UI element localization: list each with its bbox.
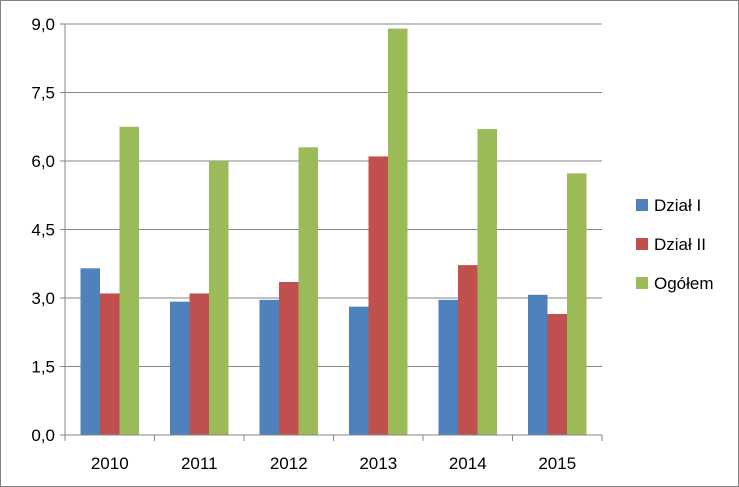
legend-swatch: [636, 238, 648, 250]
x-tick-label: 2015: [538, 454, 576, 473]
legend: Dział I Dział II Ogółem: [636, 196, 714, 293]
x-tick-label: 2010: [91, 454, 129, 473]
y-tick-label: 7,5: [31, 84, 55, 103]
bar-dział-i-2014: [438, 299, 458, 435]
bar-ogółem-2013: [388, 28, 408, 436]
x-tick-label: 2012: [270, 454, 308, 473]
x-tick-label: 2013: [359, 454, 397, 473]
bar-dział-i-2010: [80, 268, 100, 435]
y-tick-label: 6,0: [31, 152, 55, 171]
legend-label: Ogółem: [654, 274, 714, 293]
bar-dział-i-2011: [170, 301, 190, 435]
bar-dział-i-2013: [349, 306, 369, 435]
bar-ogółem-2012: [298, 147, 318, 436]
y-tick-label: 0,0: [31, 426, 55, 445]
bar-dział-ii-2015: [547, 313, 567, 435]
x-tick-label: 2011: [181, 454, 218, 473]
bar-dział-ii-2013: [368, 156, 388, 435]
x-tick-label: 2014: [449, 454, 487, 473]
bar-dział-ii-2012: [279, 282, 299, 435]
axes: 0,0 1,5 3,0 4,5 6,0 7,5 9,0 2010 2011 2012 2013 201…: [31, 15, 603, 473]
legend-swatch: [636, 277, 648, 289]
bar-dział-i-2012: [259, 299, 279, 435]
y-tick-label: 1,5: [31, 358, 55, 377]
y-tick-label: 4,5: [31, 221, 55, 240]
y-tick-label: 3,0: [31, 289, 55, 308]
y-tick-label: 9,0: [31, 15, 55, 34]
legend-swatch: [636, 199, 648, 211]
bar-dział-ii-2010: [100, 293, 120, 435]
legend-label: Dział I: [654, 196, 701, 215]
bar-dział-ii-2014: [458, 265, 478, 435]
bar-ogółem-2011: [209, 161, 229, 435]
bar-ogółem-2014: [477, 129, 497, 436]
bar-dział-i-2015: [528, 294, 548, 435]
legend-label: Dział II: [654, 235, 706, 254]
bars: [80, 28, 587, 436]
gridlines: [65, 23, 602, 367]
bar-dział-ii-2011: [189, 293, 209, 435]
bar-ogółem-2015: [567, 173, 587, 435]
bar-ogółem-2010: [119, 126, 139, 435]
